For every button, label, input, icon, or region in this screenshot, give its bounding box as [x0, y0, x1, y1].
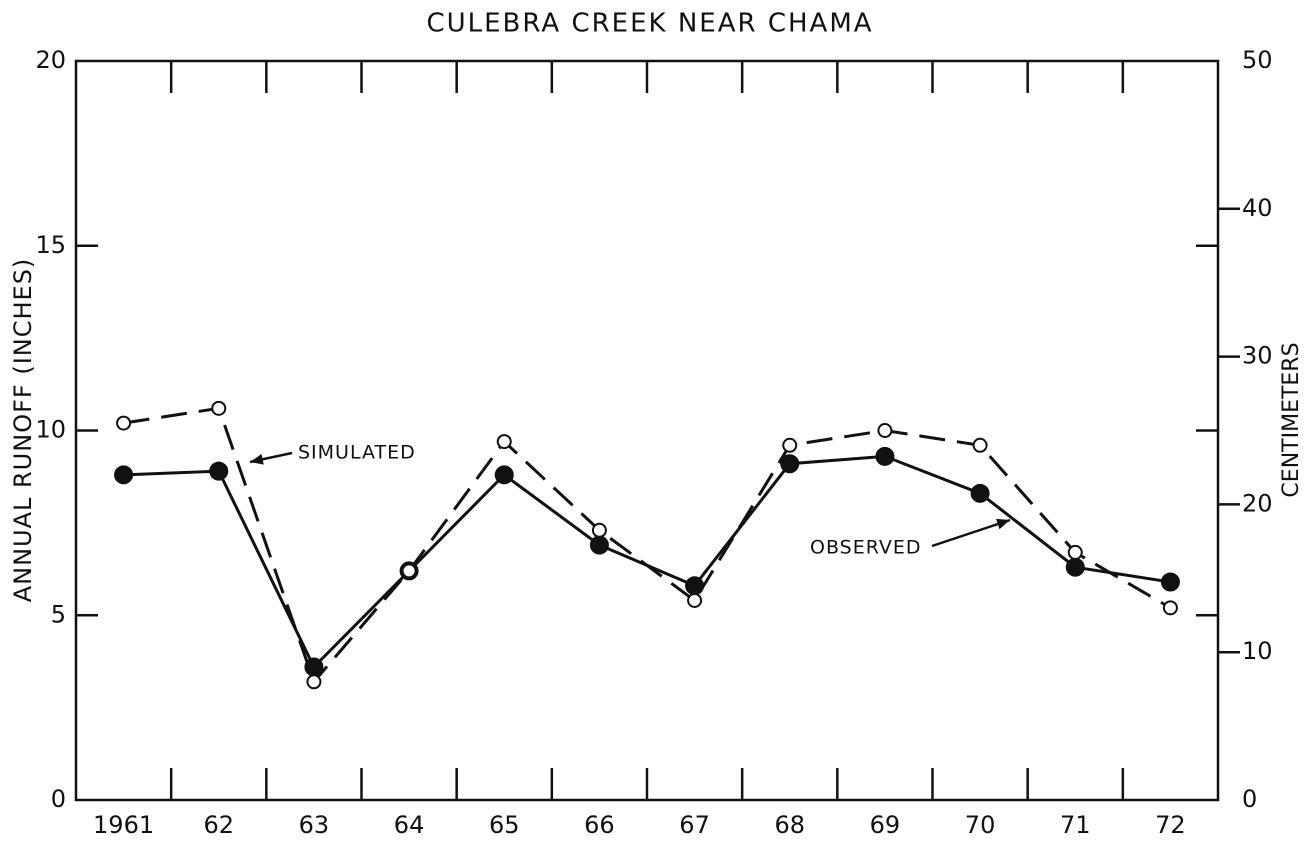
y-tick-label: 0: [51, 785, 66, 813]
y-tick-label: 5: [51, 600, 66, 628]
x-tick-label: 64: [394, 811, 425, 839]
y-tick-label: 10: [35, 416, 66, 444]
annotation-arrow: [931, 518, 1011, 548]
point: [209, 461, 229, 481]
x-tick-label: 66: [584, 811, 615, 839]
point: [306, 674, 322, 690]
point: [494, 465, 514, 485]
point: [591, 522, 607, 538]
point: [687, 592, 703, 608]
y2-tick-label: 20: [1242, 489, 1273, 517]
point: [211, 400, 227, 416]
x-tick-label: 71: [1060, 811, 1091, 839]
y2-tick-label: 30: [1242, 342, 1273, 370]
x-tick-label: 69: [870, 811, 901, 839]
point: [1160, 572, 1180, 592]
point: [1065, 557, 1085, 577]
x-tick-label: 70: [965, 811, 996, 839]
point: [496, 434, 512, 450]
x-tick-label: 1961: [93, 811, 154, 839]
y2-axis-title: CENTIMETERS: [1279, 342, 1304, 497]
point: [1162, 600, 1178, 616]
point: [401, 563, 417, 579]
series-line: [123, 454, 1171, 670]
arrow-head: [996, 518, 1010, 530]
y2-tick-label: 10: [1242, 637, 1273, 665]
point: [116, 415, 132, 431]
point: [970, 483, 990, 503]
x-tick-label: 72: [1155, 811, 1186, 839]
plot-frame: [74, 59, 1220, 802]
y2-tick-label: 40: [1242, 194, 1273, 222]
series-line: [123, 406, 1172, 685]
series-annotation: SIMULATED: [298, 442, 416, 464]
point: [875, 446, 895, 466]
x-tick-label: 65: [489, 811, 520, 839]
series-annotation: OBSERVED: [810, 537, 922, 559]
x-tick-label: 62: [203, 811, 234, 839]
x-tick-label: 67: [679, 811, 710, 839]
y2-tick-label: 0: [1242, 785, 1257, 813]
y-tick-label: 20: [35, 46, 66, 74]
point: [589, 535, 609, 555]
x-tick-label: 68: [774, 811, 805, 839]
y2-tick-label: 50: [1242, 46, 1273, 74]
y-tick-label: 15: [35, 231, 66, 259]
point: [1067, 544, 1083, 560]
x-tick-label: 63: [299, 811, 330, 839]
point: [782, 437, 798, 453]
point: [780, 454, 800, 474]
y-axis-title: ANNUAL RUNOFF (INCHES): [9, 258, 37, 603]
arrow-head: [250, 453, 264, 465]
chart-title: CULEBRA CREEK NEAR CHAMA: [426, 9, 873, 39]
point: [972, 437, 988, 453]
point: [877, 423, 893, 438]
point: [114, 465, 134, 485]
